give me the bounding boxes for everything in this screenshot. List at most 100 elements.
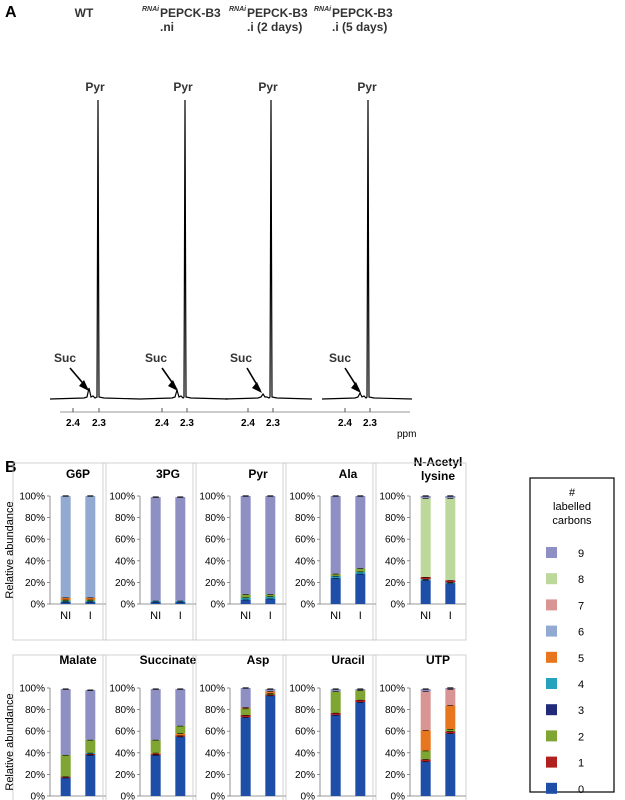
legend-label: 3 [578,705,584,717]
legend-label: 6 [578,627,584,639]
ppm-ticks-1: 2.4 2.3 [66,408,106,429]
nmr-spectrum-2: Pyr Suc [139,80,229,400]
spectrum-trace [321,99,413,400]
bar-segment-ni-c1 [420,577,431,580]
bar-segment-ni-c0 [330,715,341,796]
chart-title: Ala [339,467,358,481]
y-tick-label: 20% [295,770,315,781]
bar-segment-i-c6 [85,496,96,598]
bar-segment-i-c8 [445,498,456,581]
bar-segment-ni-c2 [240,708,251,715]
arrow-head [168,380,178,391]
y-tick-label: 20% [115,770,135,781]
ppm-ticks-4: 2.4 2.3 [338,408,377,429]
bar-segment-i-c5 [175,733,186,736]
bar-segment-i-c2 [355,568,366,572]
y-tick-label: 60% [25,727,45,738]
bar-segment-ni-c1 [420,759,431,762]
bar-segment-ni-c9 [60,689,71,755]
bar-segment-ni-c2 [330,573,341,576]
x-tick-label: NI [240,610,251,622]
bar-segment-i-c0 [355,702,366,796]
chart-title: Uracil [331,653,364,667]
bar-segment-i-c0 [445,733,456,796]
y-tick-label: 60% [115,535,135,546]
y-tick-label: 100% [19,492,45,503]
legend-item-7: 7 [546,599,584,612]
peak-label-suc: Suc [145,351,167,365]
peak-label-pyr: Pyr [357,80,377,94]
ppm-ticks-2: 2.4 2.3 [155,408,194,429]
legend-label: 5 [578,653,584,665]
legend-title-hash: # [569,487,576,499]
y-axis-label: Relative abundance [4,501,16,598]
y-tick-label: 40% [205,748,225,759]
x-tick-label: NI [420,610,431,622]
y-tick-label: 0% [391,792,406,800]
bar-segment-i-c1 [445,580,456,583]
chart-title: Pyr [248,467,268,481]
sample-prefix: RNAi [229,6,247,13]
legend-items: 9 8 7 6 5 4 3 2 1 0 [546,547,584,796]
y-tick-label: 0% [121,600,136,611]
y-tick-label: 60% [115,727,135,738]
legend-box [529,477,615,793]
x-tick-label: NI [60,610,71,622]
y-tick-label: 60% [205,727,225,738]
y-tick-label: 100% [289,684,315,695]
y-axis-label: Relative abundance [4,693,16,790]
ppm-ticks-3: 2.4 2.3 [241,408,280,429]
bar-segment-i-c0 [85,601,96,604]
legend-label: 2 [578,731,584,743]
bar-segment-ni-c0 [60,601,71,604]
legend-title-line1: labelled [553,501,591,513]
bar-segment-ni-c0 [150,754,161,796]
y-tick-label: 20% [385,770,405,781]
chart-frame [12,462,107,641]
chart-frame [282,654,377,800]
bar-segment-i-c4 [265,596,276,599]
bar-segment-i-c1 [445,731,456,734]
x-tick-label: I [359,610,362,622]
peak-label-pyr: Pyr [173,80,193,94]
y-tick-label: 100% [379,684,405,695]
legend-swatch [546,730,557,742]
bar-segment-ni-c9 [240,688,251,708]
chart-title: 3PG [156,467,180,481]
y-tick-label: 100% [109,492,135,503]
bar-segment-ni-c0 [150,601,161,604]
sample-sub: .i (2 days) [247,20,302,34]
chart-title: N-Acetyl [414,455,463,469]
chart-title: Asp [247,653,270,667]
chart-3pg: 3PG 0% 20% 40% 60% 80% 100% NI I [102,462,197,641]
bar-segment-ni-c7 [420,691,431,731]
peak-label-pyr: Pyr [85,80,105,94]
chart-frame [282,462,377,641]
bar-segment-i-c5 [265,691,276,694]
tick-label: 2.4 [241,418,255,429]
y-tick-label: 80% [385,513,405,524]
peak-label-suc: Suc [230,351,252,365]
legend-label: 9 [578,548,584,560]
y-tick-label: 20% [295,578,315,589]
y-tick-label: 0% [391,600,406,611]
bar-segment-i-c0 [175,736,186,796]
legend-swatch [546,782,557,794]
spectrum-trace [139,99,229,400]
bar-segment-ni-c8 [420,498,431,577]
bar-segment-i-c0 [265,598,276,604]
bar-segment-ni-c0 [60,777,71,796]
sample-name: PEPCK-B3 [160,6,221,20]
legend-swatch [546,756,557,768]
nmr-spectrum-3: Pyr Suc [224,80,313,400]
arrow-head [351,382,361,393]
bar-segment-i-c0 [355,573,366,604]
y-tick-label: 100% [199,684,225,695]
legend-item-5: 5 [546,651,584,665]
bar-segment-ni-c9 [150,689,161,740]
arrow-head [79,380,89,391]
sample-sub: .ni [160,20,174,34]
peak-label-suc: Suc [54,351,76,365]
tick-label: 2.3 [363,418,377,429]
